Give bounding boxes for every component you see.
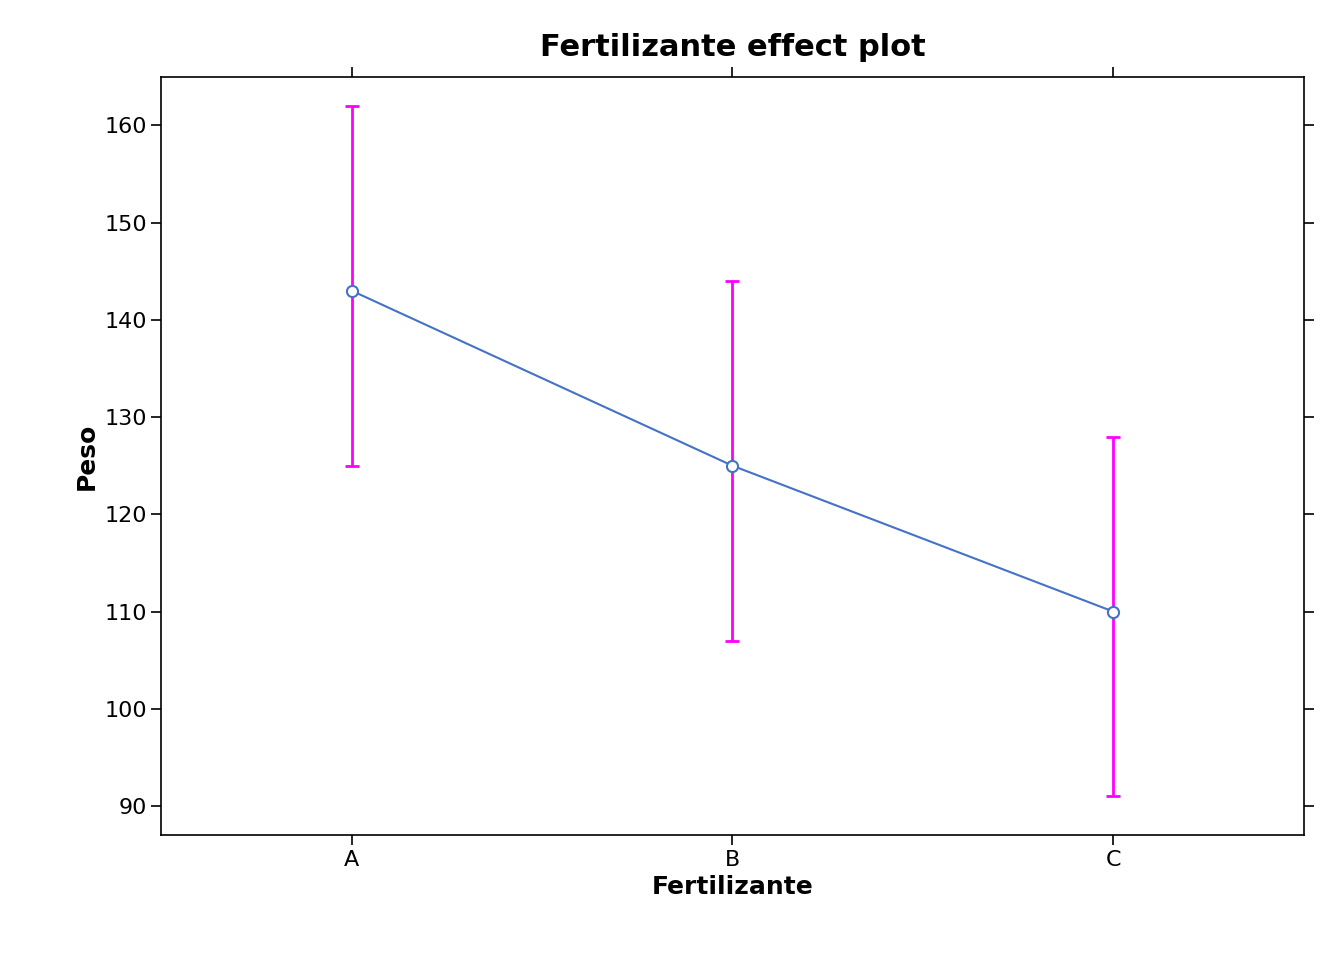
X-axis label: Fertilizante: Fertilizante: [652, 876, 813, 900]
Title: Fertilizante effect plot: Fertilizante effect plot: [539, 33, 926, 62]
Y-axis label: Peso: Peso: [74, 422, 98, 490]
